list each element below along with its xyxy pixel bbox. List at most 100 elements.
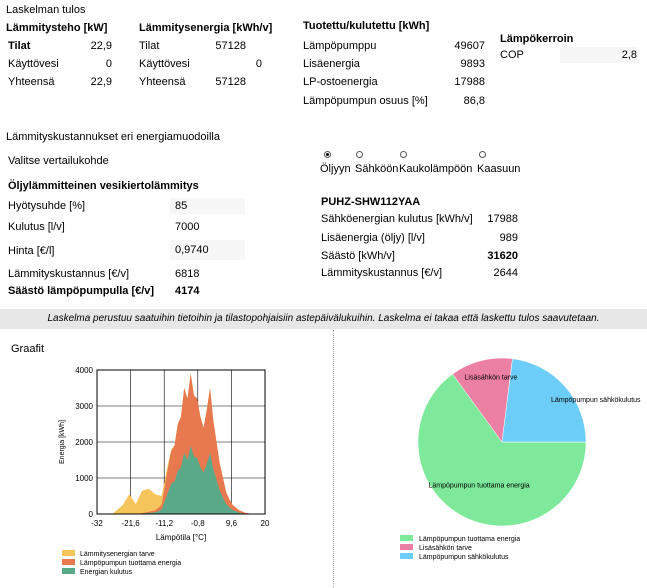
graphs-divider: [333, 330, 334, 588]
disclaimer-note: Laskelma perustuu saatuihin tietoihin ja…: [0, 309, 647, 329]
pie-legend-label: Lämpöpumpun sähkökulutus: [419, 554, 509, 561]
heating-power-value-kayttovesi: 0: [105, 58, 112, 70]
produced-value-lp-ostoenergia: 17988: [454, 76, 485, 88]
radio-oljyyn[interactable]: [324, 151, 331, 158]
produced-label-osuus: Lämpöpumpun osuus [%]: [303, 95, 428, 107]
pump-elec-value: 17988: [487, 213, 518, 225]
oil-cost-value: 6818: [175, 268, 200, 280]
heating-energy-value-yhteensa: 57128: [215, 76, 246, 88]
y-tick-label: 3000: [75, 402, 93, 411]
pump-extra-value: 989: [499, 232, 518, 244]
area-series-consumption: [97, 445, 253, 514]
x-tick-label: -21,6: [121, 519, 140, 528]
pie-slice: [452, 357, 513, 443]
pie-legend-label: Lisäsähkön tarve: [419, 545, 472, 552]
legend-swatch: [62, 550, 75, 556]
cop-header: Lämpökerroin: [500, 33, 574, 45]
oil-efficiency-input[interactable]: 85: [170, 198, 245, 214]
produced-value-osuus: 86,8: [463, 95, 485, 107]
oil-price-label: Hinta [€/l]: [8, 245, 55, 257]
heating-energy-header: Lämmitysenergia [kWh/v]: [139, 22, 273, 34]
heating-energy-label-tilat: Tilat: [139, 40, 160, 52]
produced-label-lp-ostoenergia: LP-ostoenergia: [303, 76, 378, 88]
heating-power-value-tilat: 22,9: [90, 40, 112, 52]
cop-value: 2,8: [560, 47, 637, 63]
oil-price-input[interactable]: 0,9740: [170, 240, 245, 260]
y-tick-label: 1000: [75, 474, 93, 483]
area-axes: 0 1000 2000 3000 4000 -32 -21,6 -11,2 -0,8 9,6 20 L…: [59, 366, 270, 542]
radio-label-oljyyn[interactable]: Öljyyn: [320, 163, 351, 175]
cop-label: COP: [500, 49, 524, 61]
x-tick-label: -11,2: [155, 519, 173, 528]
pump-extra-label: Lisäenergia (öljy) [l/v]: [321, 232, 425, 244]
pie-legend-swatch: [400, 553, 413, 559]
compare-label: Valitse vertailukohde: [8, 155, 109, 167]
pie-slices: [417, 357, 587, 527]
pump-cost-label: Lämmityskustannus [€/v]: [321, 267, 443, 279]
x-axis-label: Lämpötila [°C]: [156, 533, 206, 542]
legend-swatch: [62, 568, 75, 574]
graphs-title: Graafit: [11, 343, 45, 355]
x-tick-label: 20: [261, 519, 270, 528]
heating-energy-label-yhteensa: Yhteensä: [139, 76, 186, 88]
oil-consumption-label: Kulutus [l/v]: [8, 221, 65, 233]
area-legend: Lämmitysenergian tarve Lämpöpumpun tuotta…: [62, 550, 181, 576]
legend-label: Lämpöpumpun tuottama energia: [80, 560, 181, 567]
produced-label-lampopumppu: Lämpöpumppu: [303, 40, 377, 52]
produced-value-lisaenergia: 9893: [460, 58, 485, 70]
heating-power-header: Lämmitysteho [kW]: [6, 22, 108, 34]
results-title: Laskelman tulos: [6, 4, 86, 16]
oil-saving-value: 4174: [175, 285, 200, 297]
pie-labels: Lämpöpumpun tuottama energia Lisäsähkön t…: [429, 375, 642, 490]
radio-label-sahkoon[interactable]: Sähköön: [355, 163, 399, 175]
legend-label: Energian kulutus: [80, 569, 133, 576]
x-tick-label: -32: [91, 519, 103, 528]
oil-saving-label: Säästö lämpöpumpulla [€/v]: [8, 285, 155, 297]
pump-elec-label: Sähköenergian kulutus [kWh/v]: [321, 213, 473, 225]
pie-legend-swatch: [400, 535, 413, 541]
produced-value-lampopumppu: 49607: [454, 40, 485, 52]
pie-legend-swatch: [400, 544, 413, 550]
costs-title: Lämmityskustannukset eri energiamuodoill…: [6, 131, 220, 143]
pie-slice: [501, 358, 587, 443]
produced-label-lisaenergia: Lisäenergia: [303, 58, 360, 70]
y-axis-label: Energia [kWh]: [59, 420, 66, 464]
oil-efficiency-label: Hyötysuhde [%]: [8, 200, 86, 212]
pie-legend: Lämpöpumpun tuottama energia Lisäsähkön t…: [400, 535, 520, 561]
radio-kaasuun[interactable]: [479, 151, 486, 158]
y-tick-label: 4000: [75, 366, 93, 375]
x-tick-label: 9,6: [226, 519, 238, 528]
area-plot: [96, 369, 266, 515]
temperature-energy-chart: 0 1000 2000 3000 4000 -32 -21,6 -11,2 -0,8 9,6 20 L…: [59, 366, 270, 576]
pump-model: PUHZ-SHW112YAA: [321, 196, 421, 208]
oil-cost-label: Lämmityskustannus [€/v]: [8, 268, 130, 280]
radio-label-kaasuun[interactable]: Kaasuun: [477, 163, 521, 175]
oil-title: Öljylämmitteinen vesikiertolämmitys: [8, 180, 199, 192]
heating-power-label-kayttovesi: Käyttövesi: [8, 58, 59, 70]
pie-slice-label: Lämpöpumpun sähkökulutus: [551, 397, 641, 404]
legend-label: Lämmitysenergian tarve: [80, 551, 155, 558]
area-plot-border: [96, 369, 266, 515]
pie-slice: [417, 373, 587, 527]
heating-power-label-tilat: Tilat: [8, 40, 31, 52]
pump-saving-label: Säästö [kWh/v]: [321, 250, 395, 262]
radio-sahkoon[interactable]: [356, 151, 363, 158]
oil-consumption-value: 7000: [175, 221, 200, 233]
pie-slice-label: Lisäsähkön tarve: [465, 375, 518, 382]
heating-power-value-yhteensa: 22,9: [90, 76, 112, 88]
y-tick-label: 2000: [75, 438, 93, 447]
heating-energy-label-kayttovesi: Käyttövesi: [139, 58, 190, 70]
radio-kaukolampoon[interactable]: [400, 151, 407, 158]
pie-slice-label: Lämpöpumpun tuottama energia: [429, 483, 530, 490]
energy-share-pie-chart: Lämpöpumpun tuottama energia Lisäsähkön t…: [400, 357, 642, 561]
pump-saving-value: 31620: [487, 250, 518, 262]
pump-cost-value: 2644: [493, 267, 518, 279]
heating-energy-value-tilat: 57128: [215, 40, 246, 52]
heating-power-label-yhteensa: Yhteensä: [8, 76, 55, 88]
radio-label-kaukolampoon[interactable]: Kaukolämpöön: [399, 163, 473, 175]
heating-energy-value-kayttovesi: 0: [255, 58, 262, 70]
pie-legend-label: Lämpöpumpun tuottama energia: [419, 536, 520, 543]
legend-swatch: [62, 559, 75, 565]
y-tick-label: 0: [89, 510, 94, 519]
x-tick-label: -0,8: [191, 519, 205, 528]
